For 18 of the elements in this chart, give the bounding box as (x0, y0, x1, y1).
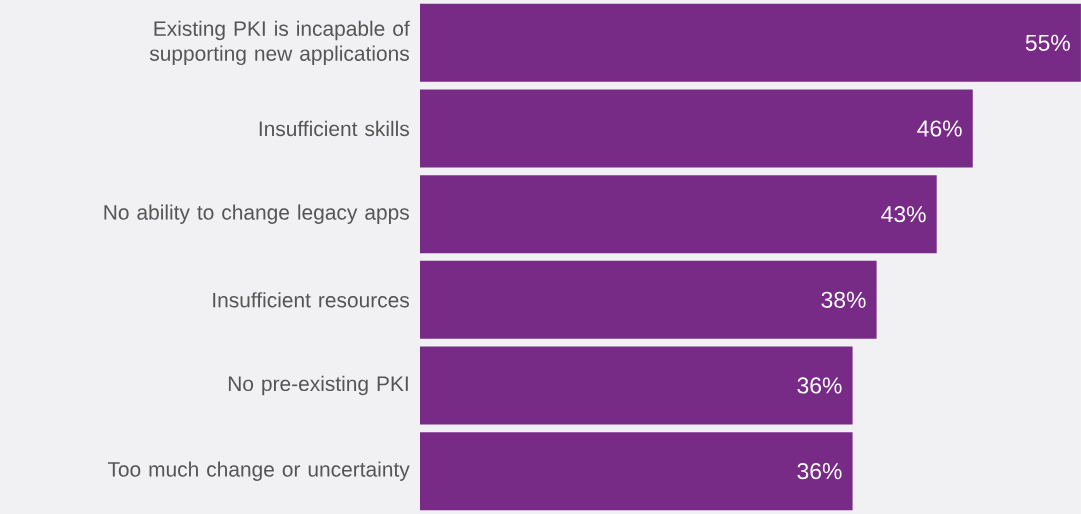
y-tick-label: Insufficient resources (213, 292, 409, 308)
y-tick-label: Existing PKI is incapable of supporting new applications (149, 20, 410, 66)
bar (419, 346, 853, 425)
bar (419, 260, 877, 339)
bar (419, 89, 973, 168)
y-tick-label: No ability to change legacy apps (104, 204, 409, 224)
data-label: 36% (797, 377, 842, 394)
bar (419, 3, 1081, 82)
y-tick-label: Insufficient skills (259, 120, 409, 137)
bar (419, 432, 853, 511)
data-label: 43% (881, 206, 926, 223)
y-tick-label: No pre-existing PKI (228, 375, 408, 396)
y-tick-label: Too much change or uncertainty (107, 461, 410, 481)
data-label: 46% (917, 120, 962, 137)
bar (419, 175, 937, 254)
data-label: 38% (821, 291, 866, 308)
data-label: 36% (797, 463, 842, 480)
data-label: 55% (1025, 34, 1070, 51)
